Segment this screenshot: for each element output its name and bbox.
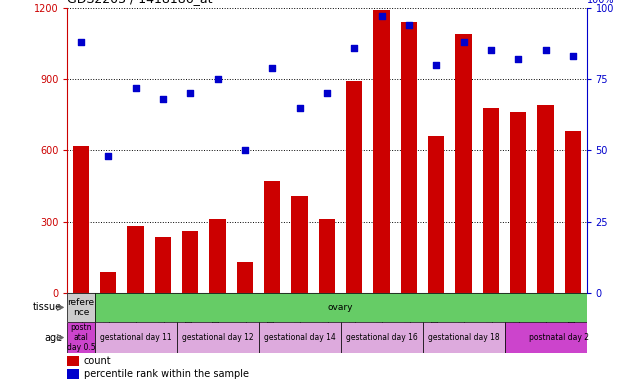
- Point: [376, 13, 387, 19]
- Text: tissue: tissue: [33, 302, 62, 313]
- Point: [131, 84, 141, 91]
- Bar: [95, 322, 177, 353]
- Bar: [73, 146, 89, 293]
- Point: [212, 76, 222, 82]
- Bar: [483, 108, 499, 293]
- Bar: [504, 322, 614, 353]
- Point: [267, 65, 278, 71]
- Bar: [510, 112, 526, 293]
- Text: count: count: [84, 356, 112, 366]
- Bar: [100, 271, 117, 293]
- Text: ovary: ovary: [328, 303, 353, 312]
- Bar: [455, 34, 472, 293]
- Text: refere
nce: refere nce: [67, 298, 94, 317]
- Point: [431, 62, 442, 68]
- Text: gestational day 14: gestational day 14: [263, 333, 335, 342]
- Point: [458, 39, 469, 45]
- Text: 100%: 100%: [587, 0, 614, 5]
- Point: [349, 45, 360, 51]
- Point: [540, 47, 551, 53]
- Bar: [292, 195, 308, 293]
- Text: gestational day 11: gestational day 11: [100, 333, 171, 342]
- Point: [294, 104, 304, 111]
- Bar: [340, 322, 422, 353]
- Bar: [182, 231, 199, 293]
- Point: [568, 53, 578, 59]
- Bar: [428, 136, 444, 293]
- Text: GDS2203 / 1418186_at: GDS2203 / 1418186_at: [67, 0, 213, 5]
- Point: [513, 56, 523, 62]
- Bar: [177, 322, 258, 353]
- Bar: [154, 237, 171, 293]
- Bar: [67, 322, 95, 353]
- Point: [322, 90, 332, 96]
- Bar: [128, 227, 144, 293]
- Bar: [210, 219, 226, 293]
- Text: gestational day 12: gestational day 12: [182, 333, 253, 342]
- Bar: [67, 369, 79, 379]
- Bar: [537, 105, 554, 293]
- Bar: [258, 322, 340, 353]
- Bar: [373, 10, 390, 293]
- Point: [404, 22, 414, 28]
- Bar: [565, 131, 581, 293]
- Point: [103, 153, 113, 159]
- Bar: [67, 293, 95, 322]
- Bar: [319, 219, 335, 293]
- Text: percentile rank within the sample: percentile rank within the sample: [84, 369, 249, 379]
- Text: gestational day 16: gestational day 16: [345, 333, 417, 342]
- Text: gestational day 18: gestational day 18: [428, 333, 499, 342]
- Text: postn
atal
day 0.5: postn atal day 0.5: [67, 323, 96, 353]
- Point: [185, 90, 196, 96]
- Bar: [264, 181, 281, 293]
- Text: postnatal day 2: postnatal day 2: [529, 333, 589, 342]
- Text: age: age: [44, 333, 62, 343]
- Bar: [422, 322, 504, 353]
- Bar: [237, 262, 253, 293]
- Bar: [67, 356, 79, 366]
- Point: [240, 147, 250, 154]
- Point: [76, 39, 86, 45]
- Bar: [401, 22, 417, 293]
- Bar: [346, 81, 362, 293]
- Point: [486, 47, 496, 53]
- Point: [158, 96, 168, 102]
